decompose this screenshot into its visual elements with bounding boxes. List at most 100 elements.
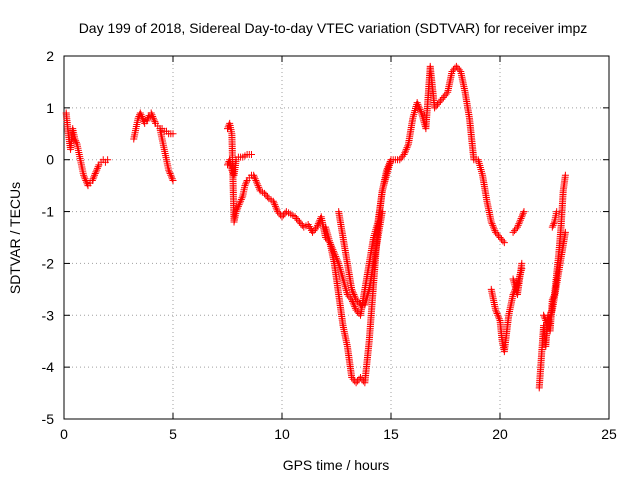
x-axis-label: GPS time / hours: [283, 457, 390, 473]
data-point: [385, 161, 393, 169]
data-point: [519, 211, 527, 219]
data-point: [151, 118, 159, 126]
y-tick-label: -2: [42, 255, 55, 271]
data-point: [561, 228, 569, 236]
data-point: [438, 95, 446, 103]
data-point: [232, 208, 240, 216]
data-point: [384, 163, 392, 171]
data-point: [168, 175, 176, 183]
data-point: [550, 220, 558, 228]
data-point: [278, 213, 286, 221]
data-point: [477, 165, 485, 173]
data-point: [415, 104, 423, 112]
data-point: [351, 292, 359, 300]
data-point: [144, 113, 152, 121]
data-point: [495, 313, 503, 321]
data-point: [476, 162, 484, 170]
data-point: [489, 221, 497, 229]
data-point: [314, 220, 322, 228]
data-point: [493, 310, 501, 318]
data-point: [553, 208, 561, 216]
data-point: [386, 157, 394, 165]
data-point: [517, 214, 525, 222]
data-point: [169, 130, 177, 138]
data-point: [234, 204, 242, 212]
y-tick-label: -1: [42, 204, 55, 220]
data-point: [548, 223, 556, 231]
data-point: [509, 228, 517, 236]
data-point: [383, 166, 391, 174]
data-point: [343, 291, 351, 299]
data-point: [80, 171, 88, 179]
data-point: [236, 199, 244, 207]
data-point: [253, 178, 261, 186]
data-point: [338, 271, 346, 279]
x-tick-label: 15: [383, 426, 399, 442]
data-point: [478, 169, 486, 177]
data-point: [166, 170, 174, 178]
y-tick-label: -3: [42, 307, 55, 323]
data-point: [403, 144, 411, 152]
data-point: [431, 104, 439, 112]
data-points: [62, 62, 569, 392]
data-point: [383, 164, 391, 172]
data-point: [455, 66, 463, 74]
data-point: [91, 170, 99, 178]
data-point: [492, 306, 500, 314]
data-point: [402, 147, 410, 155]
data-point: [511, 227, 519, 235]
data-point: [493, 230, 501, 238]
data-point: [291, 213, 299, 221]
data-point: [477, 167, 485, 175]
data-point: [487, 218, 495, 226]
data-point: [489, 223, 497, 231]
data-point: [349, 289, 357, 297]
data-point: [513, 223, 521, 231]
data-point: [255, 185, 263, 193]
data-point: [274, 208, 282, 216]
data-point: [348, 374, 356, 382]
data-point: [494, 311, 502, 319]
data-point: [80, 173, 88, 181]
data-point: [137, 111, 145, 119]
data-point: [255, 183, 263, 191]
data-point: [495, 315, 503, 323]
data-point: [490, 225, 498, 233]
data-point: [541, 315, 549, 323]
x-tick-label: 5: [169, 426, 177, 442]
data-point: [247, 151, 255, 159]
data-point: [235, 201, 243, 209]
data-point: [435, 99, 443, 107]
data-point: [402, 145, 410, 153]
data-point: [514, 221, 522, 229]
y-tick-label: 1: [46, 100, 54, 116]
data-point: [448, 68, 456, 76]
data-point: [295, 218, 303, 226]
data-point: [234, 202, 242, 210]
data-point: [442, 90, 450, 98]
data-point: [313, 223, 321, 231]
data-point: [436, 97, 444, 105]
data-point: [81, 175, 89, 183]
data-point: [561, 171, 569, 179]
data-point: [350, 301, 358, 309]
data-point: [518, 259, 526, 267]
data-point: [509, 275, 517, 283]
data-point: [352, 379, 360, 387]
x-tick-label: 10: [274, 426, 290, 442]
data-point: [261, 189, 269, 197]
chart-title: Day 199 of 2018, Sidereal Day-to-day VTE…: [79, 20, 588, 36]
data-point: [454, 64, 462, 72]
data-point: [340, 279, 348, 287]
y-axis-label: SDTVAR / TECUs: [7, 182, 23, 294]
data-point: [140, 118, 148, 126]
data-point: [139, 116, 147, 124]
data-point: [238, 194, 246, 202]
data-point: [516, 218, 524, 226]
data-point: [138, 113, 146, 120]
data-point: [271, 201, 279, 209]
data-point: [252, 176, 260, 184]
data-point: [91, 171, 99, 179]
data-point: [241, 182, 249, 190]
data-point: [136, 109, 144, 117]
